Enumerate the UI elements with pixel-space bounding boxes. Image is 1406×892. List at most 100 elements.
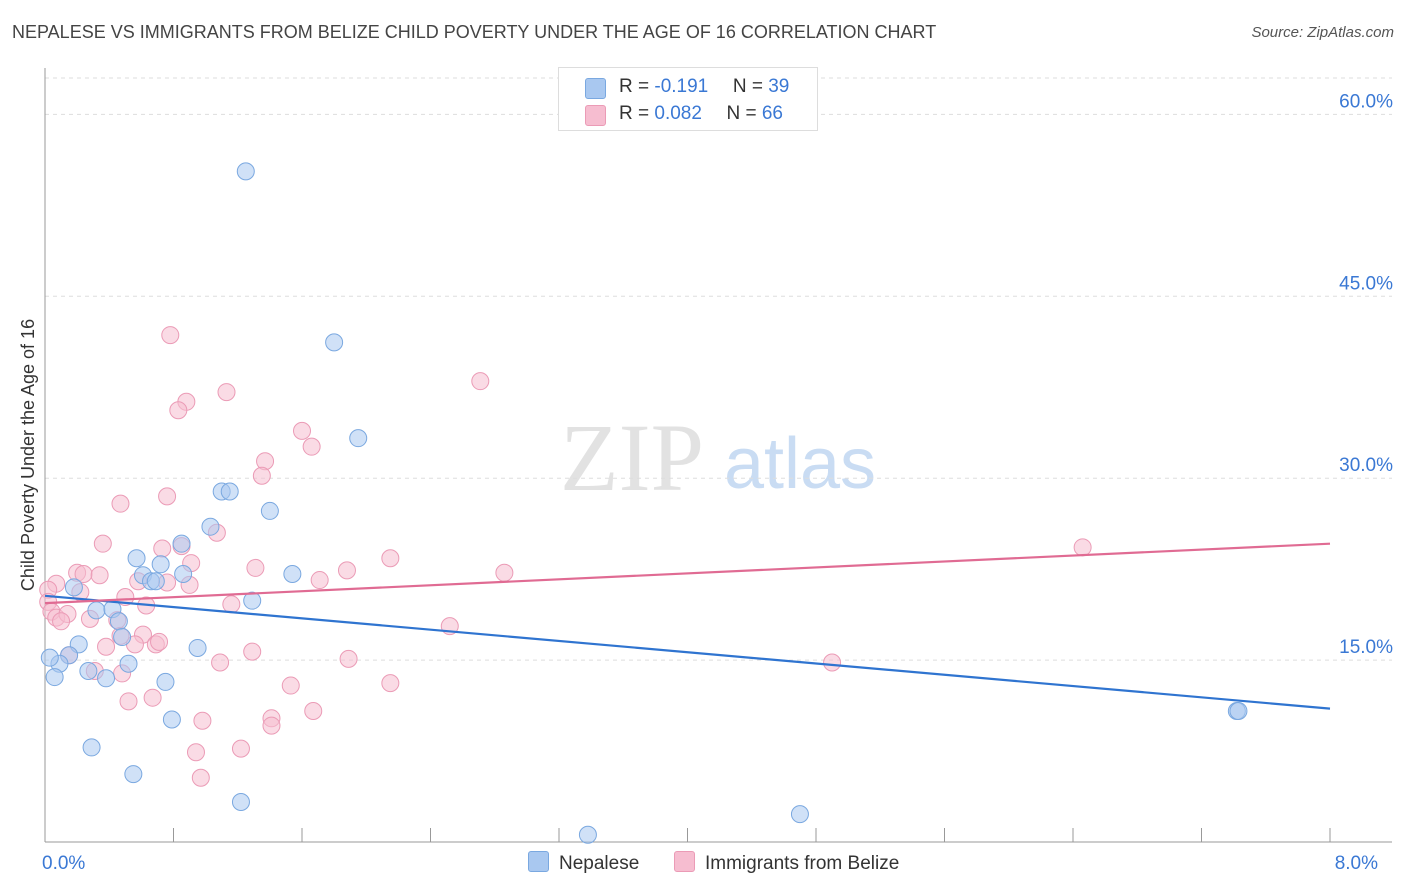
belize-point bbox=[302, 437, 321, 456]
belize-point bbox=[111, 494, 130, 513]
belize-point bbox=[116, 588, 135, 607]
nepalese-point bbox=[243, 591, 262, 610]
nepalese-point bbox=[1229, 702, 1248, 721]
y-tick-label: 60.0% bbox=[1339, 91, 1393, 112]
belize-point bbox=[281, 676, 300, 695]
belize-point bbox=[193, 711, 212, 730]
belize-point bbox=[310, 571, 329, 590]
belize-point bbox=[222, 595, 241, 614]
belize-point bbox=[153, 539, 172, 558]
bottom-belize-swatch bbox=[674, 851, 695, 872]
belize-point bbox=[186, 743, 205, 762]
belize-point bbox=[293, 421, 311, 440]
belize-point bbox=[243, 642, 262, 661]
nepalese-point bbox=[236, 162, 255, 181]
nepalese-point bbox=[162, 710, 181, 729]
belize-point bbox=[381, 549, 400, 568]
belize-point bbox=[337, 561, 356, 580]
bottom-legend-belize: Immigrants from Belize bbox=[674, 851, 899, 877]
nepalese-point bbox=[97, 669, 116, 688]
belize-point bbox=[119, 692, 138, 711]
nepalese-point bbox=[172, 534, 191, 553]
nepalese-swatch bbox=[585, 78, 606, 99]
belize-point bbox=[246, 558, 265, 577]
belize-point bbox=[169, 401, 188, 420]
nepalese-trend-line bbox=[44, 594, 1331, 710]
nepalese-r-label: R = bbox=[619, 76, 655, 97]
nepalese-point bbox=[79, 662, 98, 681]
x-tick-label: 8.0% bbox=[1335, 853, 1378, 874]
y-tick-label: 15.0% bbox=[1339, 637, 1393, 658]
belize-point bbox=[823, 653, 842, 672]
belize-n-label: N = bbox=[726, 103, 762, 124]
belize-point bbox=[256, 452, 275, 471]
nepalese-point bbox=[45, 668, 64, 687]
belize-point bbox=[150, 632, 169, 651]
nepalese-point bbox=[283, 564, 302, 583]
belize-point bbox=[495, 563, 514, 582]
legend: R = -0.191 N = 39 R = 0.082 N = 66 bbox=[558, 67, 818, 131]
belize-point bbox=[217, 383, 236, 402]
belize-point bbox=[90, 566, 109, 585]
nepalese-n-label: N = bbox=[732, 76, 769, 97]
y-tick-label: 45.0% bbox=[1339, 273, 1393, 294]
y-axis-title: Child Poverty Under the Age of 16 bbox=[18, 319, 38, 591]
nepalese-point bbox=[231, 792, 250, 811]
nepalese-point bbox=[325, 333, 344, 352]
nepalese-point bbox=[188, 638, 207, 657]
nepalese-point bbox=[82, 738, 101, 757]
nepalese-point bbox=[151, 555, 170, 574]
belize-point bbox=[339, 649, 358, 668]
belize-point bbox=[161, 326, 180, 345]
belize-r-value: 0.082 bbox=[654, 103, 702, 124]
belize-point bbox=[1073, 538, 1092, 557]
bottom-belize-label: Immigrants from Belize bbox=[705, 853, 900, 874]
nepalese-point bbox=[578, 825, 597, 844]
nepalese-point bbox=[87, 601, 106, 620]
nepalese-point bbox=[109, 612, 128, 631]
nepalese-r-value: -0.191 bbox=[654, 76, 709, 97]
bottom-nepalese-label: Nepalese bbox=[559, 853, 640, 874]
watermark-atlas: atlas bbox=[724, 424, 876, 504]
bottom-legend-nepalese: Nepalese bbox=[528, 851, 639, 877]
belize-point bbox=[143, 688, 162, 707]
belize-point bbox=[304, 702, 323, 721]
nepalese-point bbox=[201, 517, 220, 536]
belize-point bbox=[262, 716, 281, 735]
nepalese-point bbox=[113, 628, 132, 647]
y-tick-label: 30.0% bbox=[1339, 455, 1393, 476]
watermark-zip: ZIP bbox=[560, 404, 704, 511]
nepalese-point bbox=[64, 578, 83, 597]
belize-point bbox=[191, 768, 210, 787]
belize-point bbox=[93, 534, 112, 553]
nepalese-point bbox=[790, 805, 809, 824]
belize-swatch bbox=[585, 105, 606, 126]
nepalese-point bbox=[146, 572, 165, 591]
nepalese-point bbox=[127, 549, 146, 568]
belize-point bbox=[381, 674, 400, 693]
chart-title: NEPALESE VS IMMIGRANTS FROM BELIZE CHILD… bbox=[12, 22, 937, 42]
nepalese-point bbox=[174, 564, 193, 583]
belize-point bbox=[471, 372, 490, 391]
belize-r-label: R = bbox=[619, 103, 655, 124]
nepalese-point bbox=[349, 429, 368, 448]
belize-n-value: 66 bbox=[761, 103, 783, 124]
belize-point bbox=[158, 487, 177, 506]
belize-point bbox=[231, 739, 250, 758]
belize-point bbox=[252, 466, 271, 485]
nepalese-point bbox=[156, 672, 175, 691]
belize-trend-line bbox=[44, 542, 1331, 605]
belize-point bbox=[97, 637, 116, 656]
nepalese-point bbox=[119, 654, 138, 673]
source-label: Source: ZipAtlas.com bbox=[1251, 24, 1394, 41]
nepalese-point bbox=[260, 501, 279, 520]
bottom-nepalese-swatch bbox=[528, 851, 549, 872]
nepalese-point bbox=[220, 482, 239, 501]
belize-point bbox=[52, 612, 71, 631]
nepalese-n-value: 39 bbox=[768, 76, 790, 97]
belize-point bbox=[211, 653, 230, 672]
nepalese-point bbox=[124, 765, 143, 784]
nepalese-point bbox=[40, 648, 59, 667]
x-tick-label: 0.0% bbox=[42, 853, 85, 874]
